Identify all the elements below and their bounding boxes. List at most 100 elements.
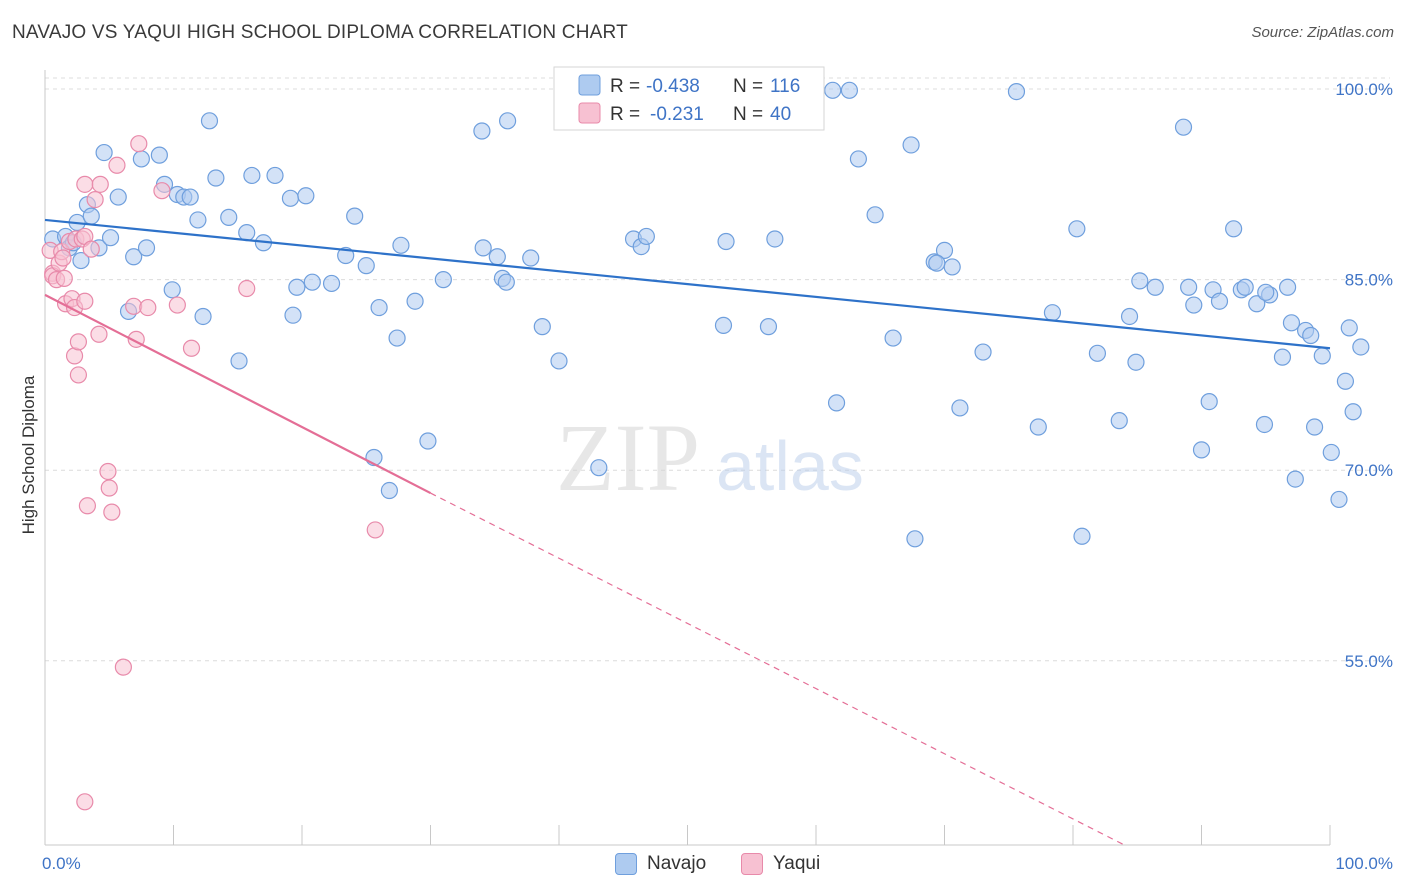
navajo-point (1344, 403, 1362, 421)
navajo-point (488, 248, 506, 266)
navajo-point (163, 281, 181, 299)
navajo-point (1120, 307, 1139, 326)
legend-label-yaqui: Yaqui (773, 853, 821, 874)
navajo-point (827, 394, 846, 412)
yaqui-point (69, 366, 88, 384)
navajo-point (109, 188, 127, 206)
yaqui-point (55, 269, 73, 287)
navajo-point (1180, 278, 1198, 296)
navajo-point (473, 122, 491, 140)
navajo-point (1282, 314, 1301, 332)
yaqui-point (54, 249, 72, 267)
navajo-point (1255, 415, 1274, 434)
navajo-point (392, 236, 410, 254)
x-tick-label-max: 100.0% (1335, 854, 1393, 873)
navajo-point (346, 207, 364, 225)
yaqui-point (91, 175, 109, 193)
yaqui-n-label: N = (733, 104, 763, 125)
navajo-point (902, 136, 920, 154)
navajo-point (288, 278, 306, 296)
navajo-point (181, 188, 199, 206)
navajo-point (1146, 278, 1164, 296)
yaqui-point (125, 297, 143, 315)
watermark-atlas: atlas (716, 427, 864, 505)
navajo-point (533, 318, 551, 336)
y-axis-label: High School Diploma (19, 375, 38, 534)
source-label: Source: ZipAtlas.com (1251, 24, 1394, 41)
navajo-point (759, 318, 778, 336)
navajo-point (220, 208, 238, 226)
yaqui-point (182, 339, 201, 357)
yaqui-n-value: 40 (770, 104, 791, 125)
yaqui-points (41, 135, 384, 811)
yaqui-point (82, 240, 100, 258)
navajo-point (1088, 344, 1107, 362)
navajo-point (284, 306, 302, 324)
navajo-point (1313, 347, 1331, 365)
navajo-point (189, 211, 207, 229)
yaqui-point (168, 296, 186, 314)
legend-swatch-yaqui (741, 853, 763, 875)
navajo-point (1073, 527, 1091, 545)
navajo-point (388, 329, 406, 347)
navajo-point (137, 239, 156, 257)
navajo-point (866, 206, 884, 224)
legend-item-navajo[interactable]: Navajo (615, 852, 706, 876)
navajo-point (82, 207, 100, 225)
navajo-point (357, 257, 375, 275)
yaqui-point (139, 298, 157, 317)
yaqui-trend-extension (430, 492, 1125, 846)
navajo-point (974, 343, 992, 361)
navajo-n-label: N = (733, 76, 763, 97)
navajo-point (132, 150, 150, 168)
navajo-point (499, 112, 517, 130)
navajo-point (1029, 418, 1047, 436)
navajo-point (207, 169, 225, 187)
navajo-point (497, 273, 515, 291)
navajo-point (1127, 353, 1145, 371)
navajo-point (322, 274, 341, 293)
navajo-point (230, 352, 248, 370)
yaqui-point (153, 182, 171, 200)
watermark-zip: ZIP (556, 404, 700, 511)
navajo-point (935, 241, 954, 260)
yaqui-point (238, 279, 256, 298)
navajo-point (1322, 443, 1340, 462)
yaqui-point (76, 175, 94, 193)
grid-layer (45, 77, 1390, 662)
navajo-r-label: R = (610, 76, 640, 97)
navajo-point (125, 248, 143, 266)
navajo-legend-swatch (578, 74, 601, 96)
navajo-point (101, 229, 120, 247)
navajo-point (281, 189, 300, 207)
yaqui-r-label: R = (610, 104, 640, 125)
navajo-point (406, 292, 424, 310)
navajo-n-value: 116 (770, 76, 800, 97)
navajo-point (1043, 304, 1062, 322)
navajo-point (1273, 348, 1292, 366)
navajo-point (1286, 470, 1304, 488)
series-legend: Navajo Yaqui (0, 848, 1406, 878)
yaqui-point (100, 479, 118, 497)
navajo-point (1185, 296, 1203, 314)
navajo-point (1340, 319, 1358, 337)
navajo-point (1305, 418, 1324, 436)
yaqui-point (90, 325, 108, 343)
yaqui-trend-line (44, 293, 432, 495)
yaqui-point (99, 462, 117, 481)
navajo-point (714, 316, 733, 334)
navajo-point (943, 258, 961, 276)
watermark: ZIP atlas (556, 404, 864, 511)
navajo-point (1131, 272, 1149, 290)
trend-layer (44, 218, 1331, 846)
yaqui-point (86, 190, 104, 209)
yaqui-point (366, 521, 384, 539)
legend-item-yaqui[interactable]: Yaqui (741, 852, 820, 876)
navajo-point (840, 81, 859, 99)
y-tick-labels: 55.0% 70.0% 85.0% 100.0% (1335, 80, 1393, 671)
navajo-point (1352, 338, 1370, 356)
navajo-point (474, 239, 492, 257)
navajo-point (1210, 292, 1229, 310)
navajo-point (1330, 490, 1348, 509)
